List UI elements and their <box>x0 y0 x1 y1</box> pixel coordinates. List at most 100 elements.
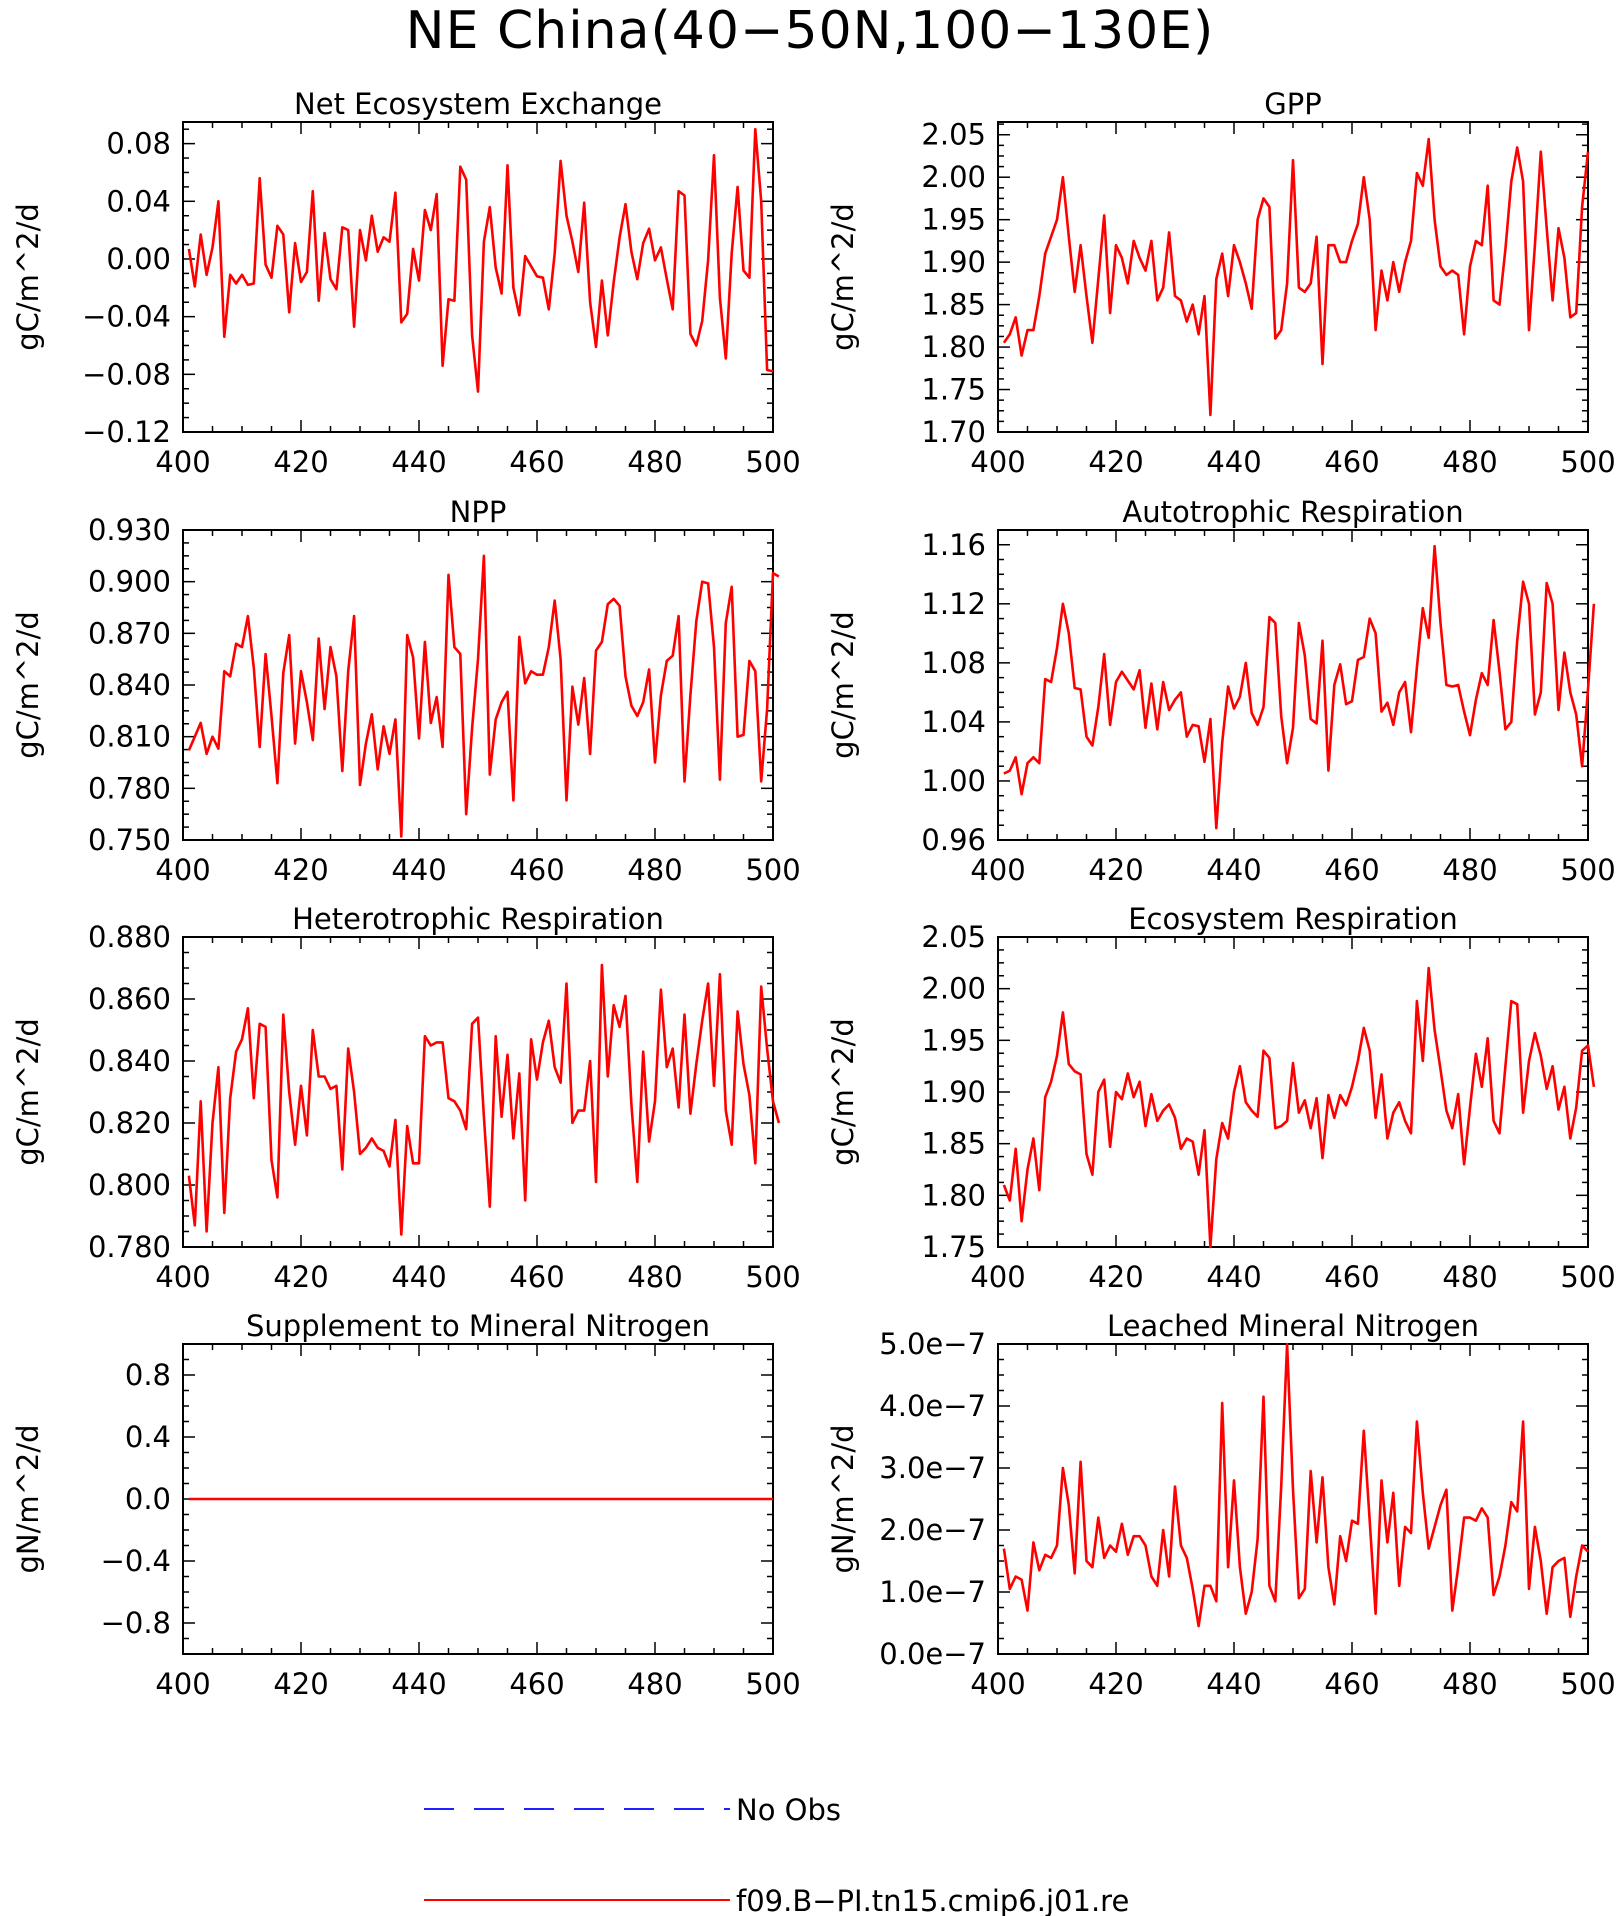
plot-frame <box>182 936 774 1248</box>
y-tick-label: 1.95 <box>921 203 986 237</box>
panel-title: GPP <box>1264 87 1321 121</box>
y-tick-label: 1.90 <box>921 1075 986 1109</box>
y-tick-label: 0.870 <box>88 616 171 650</box>
x-tick-label: 400 <box>155 1260 210 1294</box>
y-tick-label: −0.04 <box>82 300 171 334</box>
panel-title: Supplement to Mineral Nitrogen <box>246 1309 710 1343</box>
legend-label-model: f09.B−PI.tn15.cmip6.j01.re <box>736 1884 1129 1916</box>
panel-title: Autotrophic Respiration <box>1122 495 1463 529</box>
x-tick-label: 420 <box>273 1260 328 1294</box>
y-tick-label: 0.04 <box>106 184 171 218</box>
x-tick-label: 500 <box>1560 853 1615 887</box>
series-line <box>1002 137 1590 417</box>
x-tick-label: 400 <box>155 1667 210 1701</box>
y-tick-label: 0.900 <box>88 565 171 599</box>
panel-title: Heterotrophic Respiration <box>292 902 664 936</box>
y-tick-label: −0.12 <box>82 415 171 449</box>
y-tick-label: 0.8 <box>125 1358 171 1392</box>
y-tick-label: 0.860 <box>88 982 171 1016</box>
x-tick-label: 420 <box>1088 1667 1143 1701</box>
panel-6: Ecosystem Respiration gC/m^2/d 400 420 440 46… <box>826 902 1616 1294</box>
y-tick-label: 0.840 <box>88 668 171 702</box>
y-tick-label: 1.16 <box>921 528 986 562</box>
series-line <box>1002 966 1596 1249</box>
x-tick-label: 420 <box>1088 853 1143 887</box>
panel-7: Supplement to Mineral Nitrogen gN/m^2/d 40… <box>11 1309 801 1701</box>
x-tick-label: 500 <box>745 853 800 887</box>
x-tick-label: 420 <box>273 445 328 479</box>
x-tick-label: 420 <box>273 853 328 887</box>
panel-title: Leached Mineral Nitrogen <box>1107 1309 1479 1343</box>
y-axis-label: gC/m^2/d <box>826 611 860 759</box>
x-tick-label: 400 <box>970 1260 1025 1294</box>
y-tick-label: 1.0e−7 <box>879 1575 986 1609</box>
y-tick-label: 1.12 <box>921 587 986 621</box>
x-tick-label: 500 <box>1560 445 1615 479</box>
y-tick-label: 1.85 <box>921 1127 986 1161</box>
x-tick-label: 440 <box>1206 445 1261 479</box>
y-tick-label: 0.780 <box>88 771 171 805</box>
y-tick-label: 2.05 <box>921 118 986 152</box>
y-axis-label: gC/m^2/d <box>826 1018 860 1166</box>
panel-5: Heterotrophic Respiration gC/m^2/d 400 420 4… <box>11 902 801 1294</box>
x-tick-label: 500 <box>745 1260 800 1294</box>
x-tick-label: 500 <box>1560 1260 1615 1294</box>
plot-frame <box>997 936 1589 1248</box>
y-tick-label: 1.80 <box>921 330 986 364</box>
y-tick-label: −0.8 <box>101 1606 171 1640</box>
y-tick-label: 1.70 <box>921 415 986 449</box>
y-tick-label: 0.780 <box>88 1230 171 1264</box>
x-tick-label: 460 <box>509 1260 564 1294</box>
x-tick-label: 440 <box>1206 1667 1261 1701</box>
y-tick-label: 1.85 <box>921 288 986 322</box>
x-tick-label: 400 <box>155 853 210 887</box>
y-tick-label: 0.840 <box>88 1044 171 1078</box>
x-tick-label: 400 <box>970 445 1025 479</box>
y-axis-label: gN/m^2/d <box>826 1424 860 1573</box>
x-tick-label: 480 <box>1442 853 1497 887</box>
y-tick-label: 0.08 <box>106 127 171 161</box>
y-tick-label: 0.00 <box>106 242 171 276</box>
y-tick-label: 3.0e−7 <box>879 1451 986 1485</box>
x-tick-label: 480 <box>627 445 682 479</box>
y-tick-label: 0.96 <box>921 823 986 857</box>
y-tick-label: 1.80 <box>921 1178 986 1212</box>
panel-3: NPP gC/m^2/d 400 420 440 460 480 500 0.750 0.780 0… <box>11 495 801 887</box>
y-tick-label: 2.0e−7 <box>879 1513 986 1547</box>
x-tick-label: 480 <box>627 1260 682 1294</box>
x-tick-label: 460 <box>1324 1260 1379 1294</box>
plot-frame <box>182 529 774 841</box>
legend-label-no-obs: No Obs <box>736 1793 841 1827</box>
y-tick-label: 0.820 <box>88 1106 171 1140</box>
x-tick-label: 460 <box>509 1667 564 1701</box>
x-tick-label: 500 <box>1560 1667 1615 1701</box>
y-tick-label: 1.90 <box>921 245 986 279</box>
y-tick-label: 0.0e−7 <box>879 1637 986 1671</box>
panel-title: Ecosystem Respiration <box>1128 902 1458 936</box>
panel-title: NPP <box>450 495 507 529</box>
y-tick-label: 2.00 <box>921 972 986 1006</box>
x-tick-label: 440 <box>391 853 446 887</box>
y-axis-label: gC/m^2/d <box>11 611 45 759</box>
panel-2: GPP gC/m^2/d 400 420 440 460 480 500 1.70 1.75 1.8… <box>826 87 1616 479</box>
legend: No Obs f09.B−PI.tn15.cmip6.j01.re <box>424 1793 1129 1916</box>
x-tick-label: 480 <box>1442 1667 1497 1701</box>
y-axis-label: gC/m^2/d <box>826 203 860 351</box>
x-tick-label: 500 <box>745 1667 800 1701</box>
y-tick-label: 0.750 <box>88 823 171 857</box>
y-tick-label: 2.05 <box>921 920 986 954</box>
series-line <box>187 963 781 1236</box>
panel-title: Net Ecosystem Exchange <box>294 87 662 121</box>
y-tick-label: 5.0e−7 <box>879 1327 986 1361</box>
x-tick-label: 440 <box>391 1667 446 1701</box>
x-tick-label: 420 <box>1088 445 1143 479</box>
y-tick-label: 0.800 <box>88 1168 171 1202</box>
x-tick-label: 400 <box>970 1667 1025 1701</box>
panel-4: Autotrophic Respiration gC/m^2/d 400 420 440… <box>826 495 1616 887</box>
x-tick-label: 480 <box>1442 445 1497 479</box>
x-tick-label: 480 <box>627 853 682 887</box>
y-tick-label: 1.00 <box>921 764 986 798</box>
x-tick-label: 440 <box>1206 853 1261 887</box>
x-tick-label: 460 <box>1324 853 1379 887</box>
